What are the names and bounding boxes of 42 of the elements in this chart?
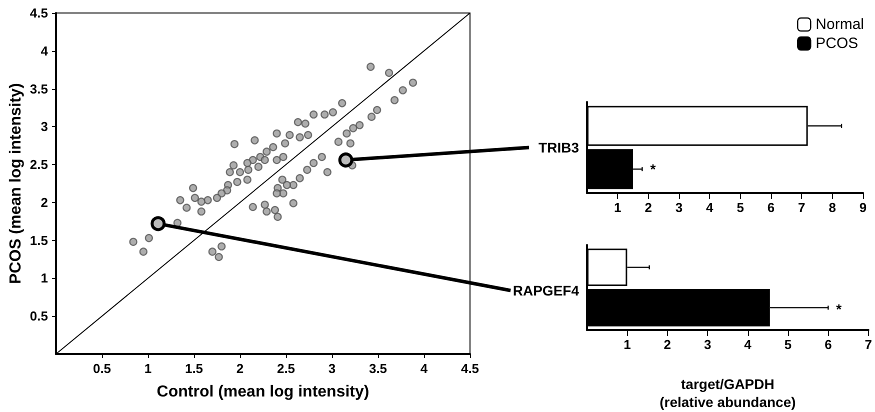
y-axis-title: PCOS (mean log intensity)	[8, 83, 24, 284]
x-tick-label: 4	[706, 200, 714, 215]
x-tick-label: 1	[624, 337, 631, 352]
x-tick-label: 3	[328, 361, 336, 376]
x-tick-label: 7	[864, 337, 872, 352]
x-tick-label: 6	[824, 337, 832, 352]
y-tick-label: 0.5	[30, 308, 48, 324]
x-tick-label: 9	[859, 200, 867, 215]
x-tick-label: 0.5	[92, 361, 112, 376]
x-tick-label: 3	[704, 337, 712, 352]
x-tick-label: 1.5	[184, 361, 204, 376]
y-tick-label: 3.5	[30, 81, 48, 96]
x-axis-title: target/GAPDH (relative abundance)	[660, 376, 796, 410]
x-tick-label: 6	[767, 200, 775, 215]
x-tick-label: 5	[784, 337, 792, 352]
legend-label: PCOS	[816, 35, 858, 52]
x-tick-label: 2	[236, 361, 244, 376]
y-tick-label: 2.5	[30, 157, 48, 172]
y-tick-label: 4	[40, 43, 49, 58]
y-tick-label: 1.5	[30, 232, 48, 248]
x-tick-label: 2.5	[276, 361, 296, 376]
x-tick-label: 1	[144, 361, 152, 376]
annotation: RAPGEF4	[512, 282, 580, 298]
annotation: *	[650, 161, 656, 178]
x-axis-title: Control (mean log intensity)	[156, 384, 370, 400]
x-tick-label: 3.5	[368, 361, 388, 376]
annotation: TRIB3	[538, 140, 580, 156]
x-tick-label: 4	[420, 361, 428, 376]
y-tick-label: 1	[40, 270, 48, 286]
x-tick-label: 1	[614, 200, 622, 215]
x-tick-label: 8	[828, 200, 836, 215]
x-tick-label: 2	[664, 337, 672, 352]
annotation: *	[836, 301, 842, 318]
x-tick-label: 4.5	[460, 361, 480, 376]
x-tick-label: 2	[644, 200, 652, 215]
x-tick-label: 3	[675, 200, 683, 215]
y-tick-label: 3	[40, 119, 48, 134]
y-tick-label: 4.5	[30, 6, 48, 20]
x-tick-label: 7	[798, 200, 806, 215]
x-tick-label: 5	[736, 200, 744, 215]
x-tick-label: 4	[744, 337, 752, 352]
legend-label: Normal	[816, 16, 864, 33]
